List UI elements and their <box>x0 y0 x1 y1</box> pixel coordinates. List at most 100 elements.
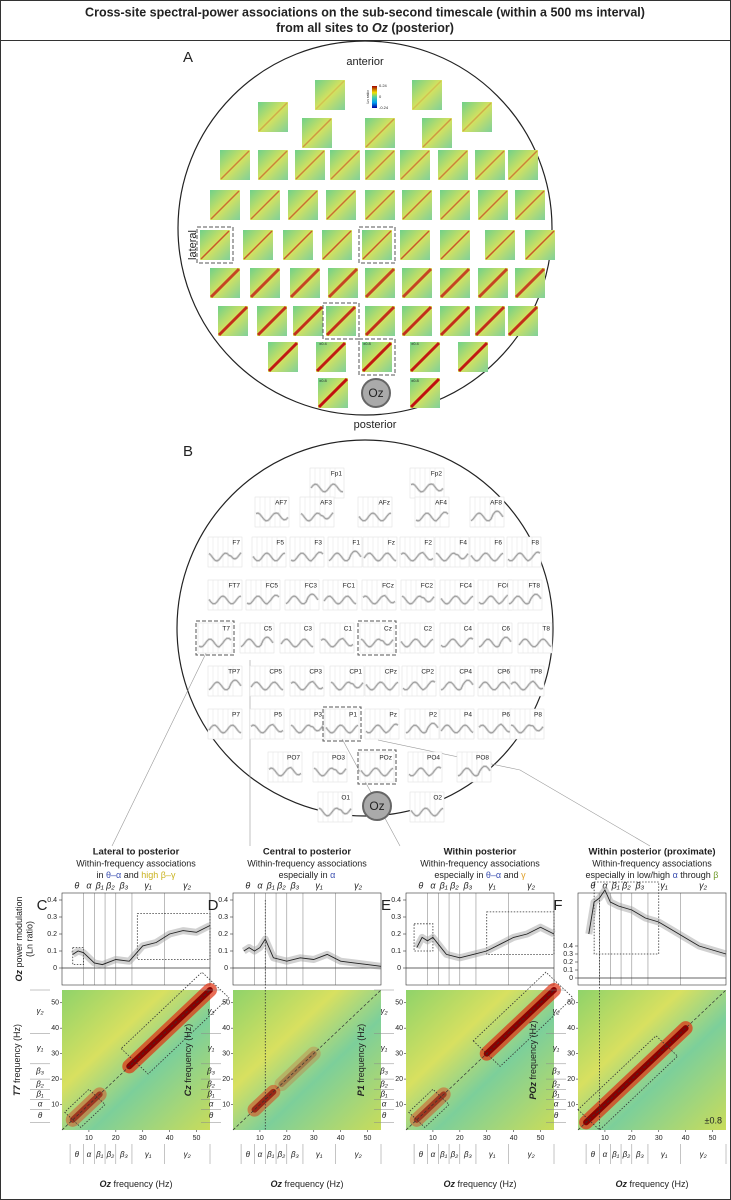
band-label: θ <box>75 1150 80 1159</box>
band-label: β₂ <box>277 1150 286 1159</box>
x-tick-label: 50 <box>193 1135 201 1142</box>
y-tick-label: 20 <box>395 1076 403 1083</box>
band-label: γ₁ <box>489 1150 496 1159</box>
tile-diagonal <box>217 305 249 337</box>
label-part: T7 <box>12 1085 22 1096</box>
scale-label: ±0.8 <box>363 341 372 346</box>
y-tick-label: 10 <box>222 1101 230 1108</box>
heatmap-tile <box>422 118 452 148</box>
selection-box <box>195 620 235 656</box>
y-tick-label: 0.3 <box>563 951 573 958</box>
tile-diagonal <box>515 190 545 220</box>
electrode-trace-core <box>518 638 552 648</box>
tile-diagonal <box>330 150 360 180</box>
heatmap-y-label: T7 frequency (Hz) <box>12 1024 22 1096</box>
electrode-plot <box>364 665 400 697</box>
x-axis-label: Oz frequency (Hz) <box>443 1179 516 1189</box>
band-label: γ₁ <box>381 1044 388 1053</box>
panel-subtitle2: especially in α <box>279 870 336 880</box>
electrode-label: P1 <box>349 712 357 719</box>
highlight-box <box>413 923 434 952</box>
electrode-trace-core <box>510 724 544 734</box>
electrode-label: T7 <box>222 626 230 633</box>
y-tick-label: 30 <box>395 1050 403 1057</box>
band-label: γ₂ <box>700 1150 707 1159</box>
electrode-trace-core <box>365 723 399 734</box>
electrode-trace-core <box>310 483 344 493</box>
band-label: β₁ <box>439 880 448 890</box>
label-part: Cz <box>183 1085 193 1096</box>
electrode-trace-core <box>435 552 469 562</box>
y-tick-label: 0.4 <box>391 897 401 904</box>
title: Cross-site spectral-power associations o… <box>85 5 645 19</box>
y-tick-label: 40 <box>395 1025 403 1032</box>
diagonal <box>61 989 211 1131</box>
y-tick-label: 50 <box>222 1000 230 1007</box>
tile-diagonal <box>525 230 555 260</box>
label-part: frequency (Hz) <box>282 1179 344 1189</box>
electrode-label: Cz <box>384 626 392 633</box>
title-part: Oz <box>372 21 389 35</box>
tile-diagonal <box>249 267 281 299</box>
heatmap-tile <box>508 150 538 180</box>
electrode-plot <box>517 622 553 654</box>
electrode-trace-core <box>478 636 512 648</box>
electrode-trace-core <box>510 680 544 691</box>
electrode-label: F3 <box>314 540 322 547</box>
colorbar <box>372 86 377 108</box>
highlight-box <box>486 911 555 955</box>
tile-diagonal <box>243 230 273 260</box>
y-tick-label: 0 <box>53 965 57 972</box>
selection-box <box>322 706 362 742</box>
band-label: β₃ <box>119 1150 128 1159</box>
x-axis-label: Oz frequency (Hz) <box>99 1179 172 1189</box>
head-outline-b <box>176 439 554 817</box>
electrode-plot <box>439 579 475 611</box>
tile-diagonal <box>209 267 241 299</box>
band-label: γ₂ <box>528 1150 535 1159</box>
panel-title: Within posterior (proximate) <box>588 847 715 858</box>
tile-diagonal <box>258 102 288 132</box>
highlight-box <box>577 1035 679 1131</box>
electrode-label: FC5 <box>266 583 279 590</box>
band-label: β₁ <box>266 880 275 890</box>
y-axis-unit: (Ln ratio) <box>24 921 34 957</box>
tile-diagonal <box>258 150 288 180</box>
y-tick-label: 0.1 <box>391 948 401 955</box>
band-label: θ <box>419 1150 424 1159</box>
y-axis-label: Oz power modulation <box>14 896 24 981</box>
electrode-trace-core <box>362 595 396 605</box>
curve <box>243 938 382 967</box>
electrode-plot <box>469 536 505 568</box>
y-tick-label: 30 <box>51 1050 59 1057</box>
band-label: β₂ <box>106 1150 115 1159</box>
label-part: P1 <box>356 1085 366 1096</box>
electrode-label: FC1 <box>343 583 356 590</box>
electrode-label: F6 <box>494 540 502 547</box>
subtitle-part: α <box>330 870 335 880</box>
electrode-trace-core <box>208 595 242 605</box>
tile-diagonal <box>478 190 508 220</box>
electrode-trace-core <box>328 550 362 562</box>
electrode-trace-core <box>240 636 274 648</box>
scale-label: ±0.8 <box>705 1115 722 1125</box>
electrode-trace-core <box>470 552 504 562</box>
connector <box>377 739 651 847</box>
band-label: θ <box>382 1111 387 1120</box>
electrode-label: CPz <box>385 669 397 676</box>
y-tick-label: 0.4 <box>47 897 57 904</box>
heatmap-y-label: Cz frequency (Hz) <box>183 1024 193 1097</box>
x-tick-label: 30 <box>655 1135 663 1142</box>
electrode-plot <box>207 579 243 611</box>
selection-box <box>357 749 397 785</box>
plot-frame <box>577 892 727 986</box>
subtitle-part: especially in low/high <box>586 870 673 880</box>
electrode-plot <box>399 536 435 568</box>
electrode-trace-core <box>408 766 442 777</box>
tile-diagonal <box>289 267 321 299</box>
electrode-label: CP6 <box>497 669 510 676</box>
electrode-plot <box>361 579 397 611</box>
band-label: γ₂ <box>699 880 708 890</box>
tile-diagonal <box>475 150 505 180</box>
electrode-trace-core <box>440 637 474 648</box>
